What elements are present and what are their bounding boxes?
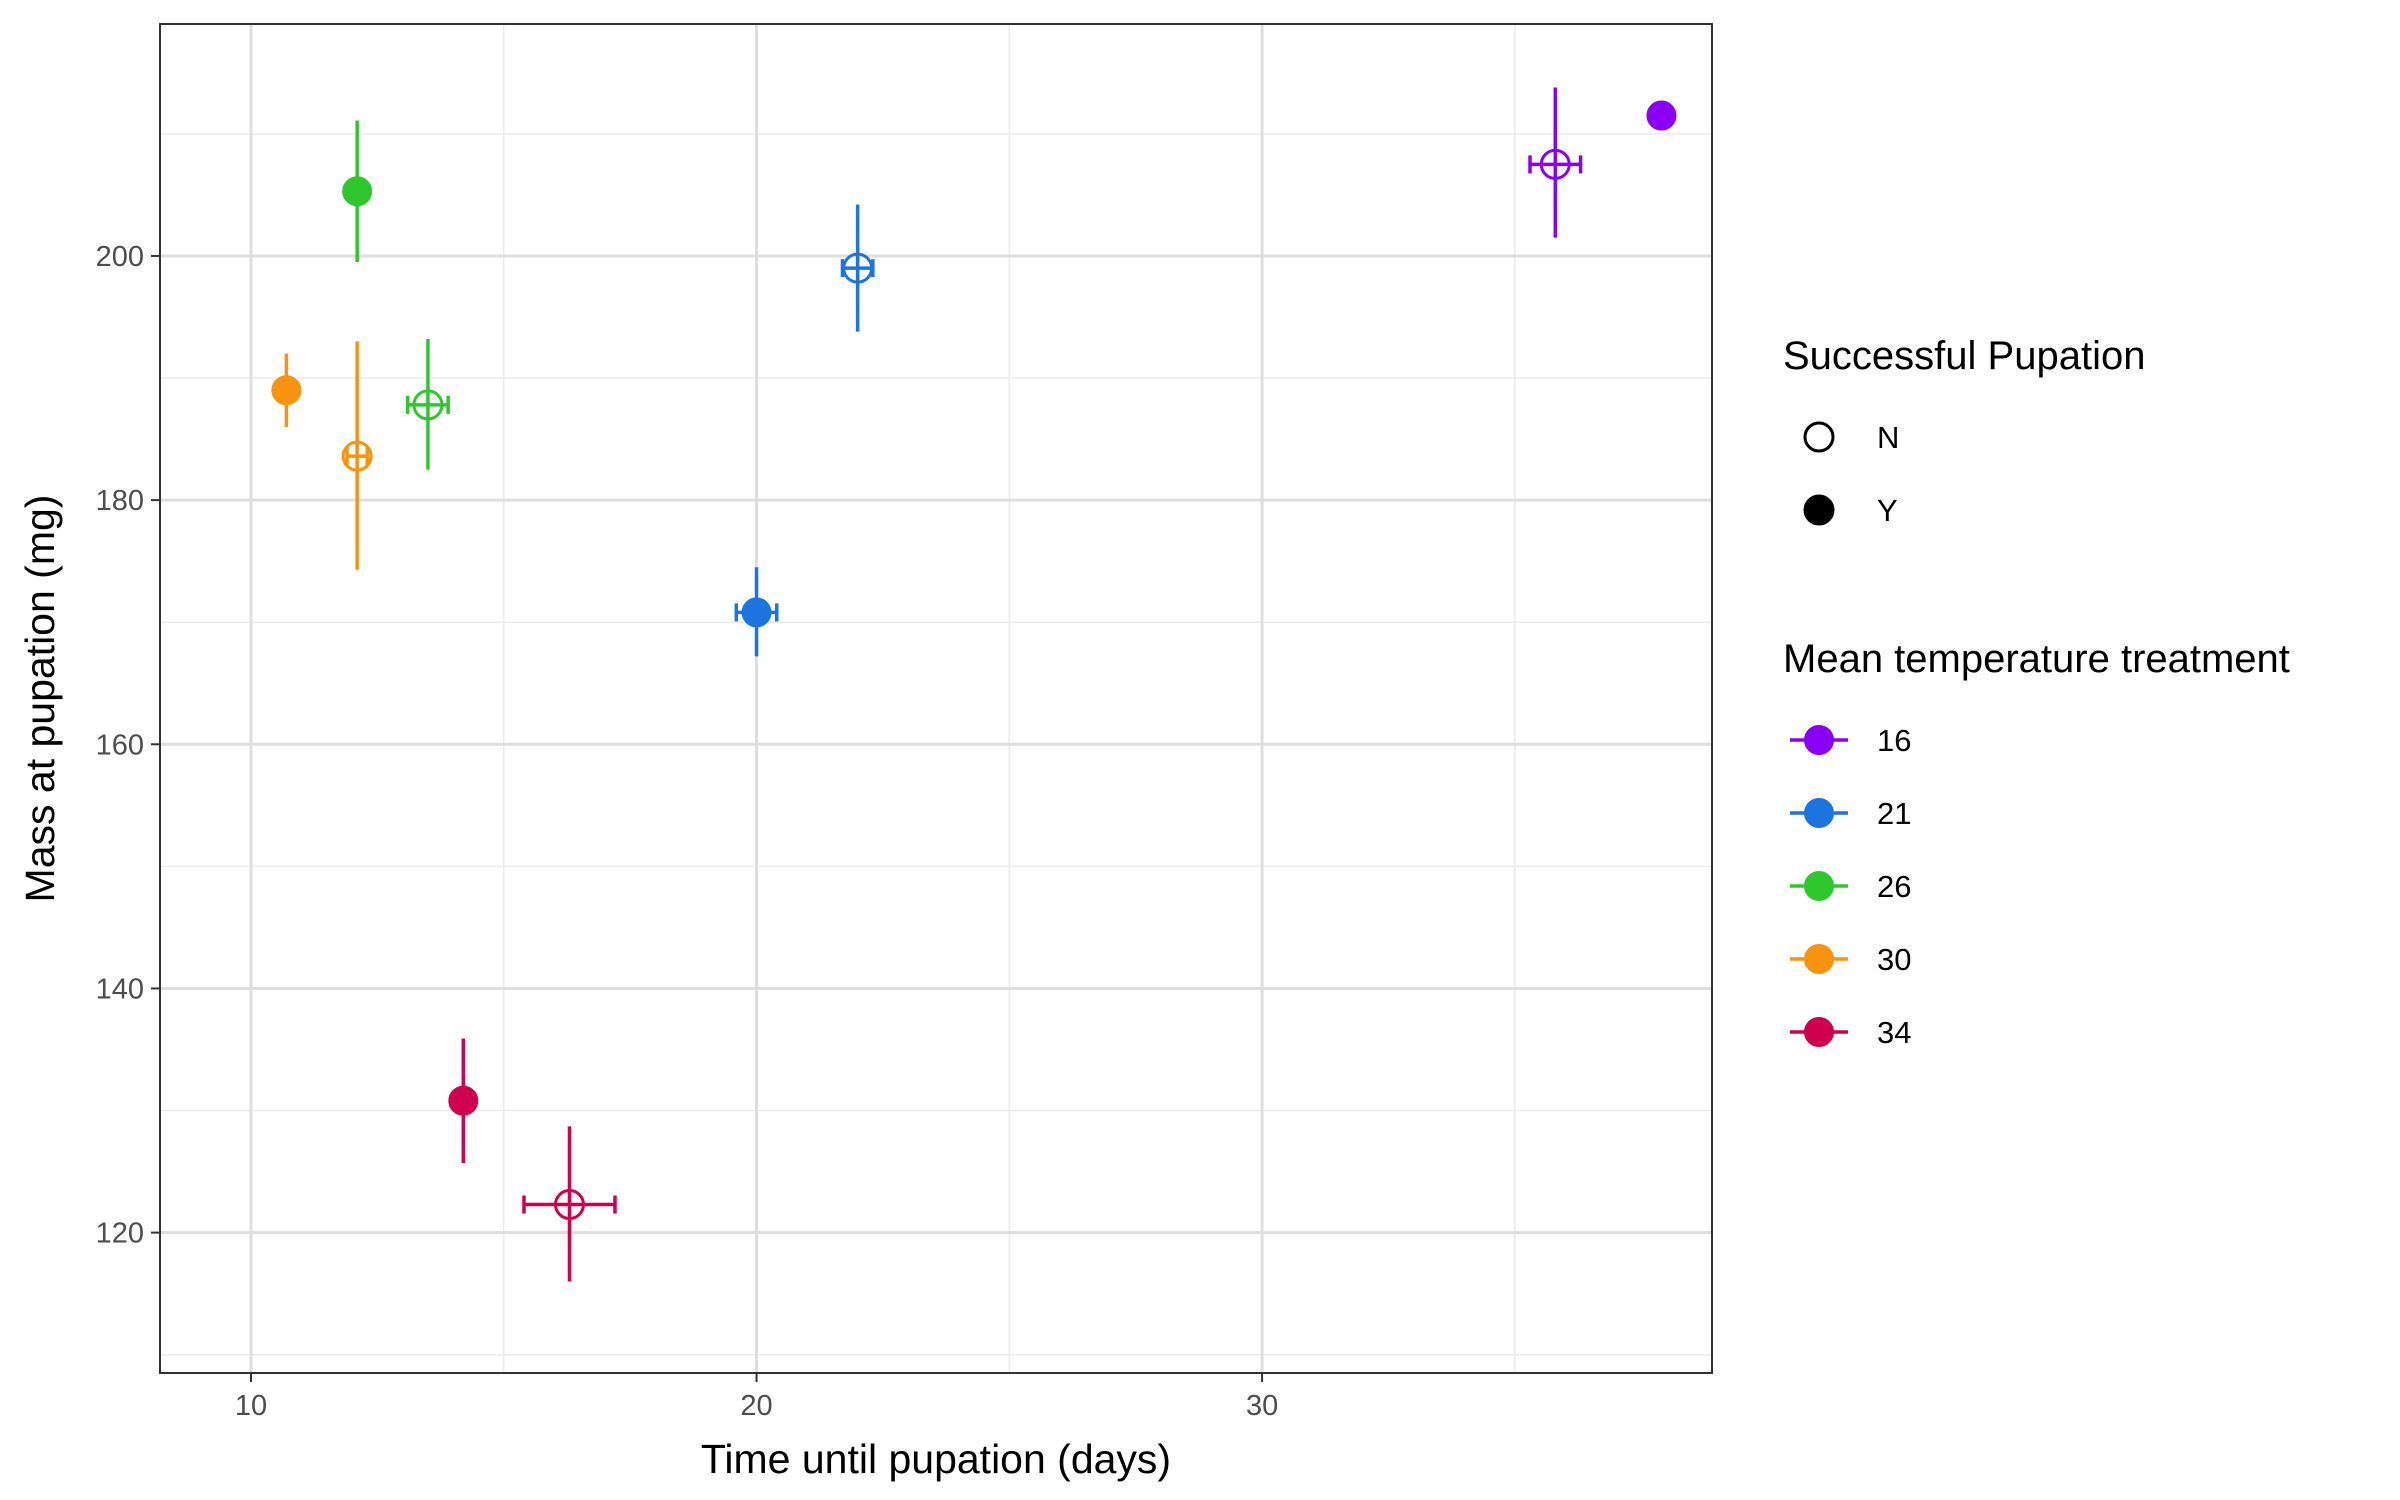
legend-key-swatch — [1804, 1017, 1834, 1047]
x-tick-label: 20 — [740, 1390, 772, 1422]
y-axis-title: Mass at pupation (mg) — [17, 495, 63, 903]
data-point-open — [1539, 148, 1571, 180]
legend-label: 16 — [1877, 723, 1911, 758]
legend-label: 21 — [1877, 796, 1911, 831]
legend-key-open-circle — [1803, 421, 1835, 453]
data-point-filled — [448, 1085, 479, 1116]
y-tick-label: 140 — [96, 973, 144, 1005]
data-point-filled — [271, 375, 302, 406]
legend-key-swatch — [1804, 798, 1834, 828]
legend-key-swatch — [1804, 871, 1834, 901]
legend-label: N — [1877, 420, 1899, 455]
grid — [160, 24, 1712, 1373]
x-tick-label: 10 — [235, 1390, 267, 1422]
x-tick-label: 30 — [1246, 1390, 1278, 1422]
legend-label: 30 — [1877, 942, 1911, 977]
legend-key-swatch — [1804, 944, 1834, 974]
legend-title: Mean temperature treatment — [1783, 637, 2290, 681]
y-tick-label: 200 — [96, 241, 144, 273]
y-tick-label: 120 — [96, 1218, 144, 1250]
axis-ticks: 10 20 30 120 140 160 180 200 — [96, 241, 1279, 1422]
data-points — [271, 100, 1677, 1221]
legend-title: Successful Pupation — [1783, 334, 2145, 378]
data-point-filled — [741, 597, 772, 628]
legend-label: 26 — [1877, 869, 1911, 904]
data-point-open — [842, 252, 874, 284]
data-point-open — [341, 440, 373, 472]
data-point-open — [412, 389, 444, 421]
data-point-filled — [1646, 100, 1677, 131]
legend-key-swatch — [1804, 725, 1834, 755]
legend-key-filled-circle — [1803, 494, 1835, 526]
legend-label: Y — [1877, 493, 1898, 528]
x-axis-title: Time until pupation (days) — [701, 1436, 1171, 1482]
data-point-open — [553, 1189, 585, 1221]
legend-mean-temperature: Mean temperature treatment 16 21 26 30 34 — [1783, 637, 2290, 1050]
data-point-filled — [342, 176, 373, 207]
error-bars — [284, 87, 1583, 1282]
y-tick-label: 180 — [96, 485, 144, 517]
legend-label: 34 — [1877, 1015, 1911, 1050]
plot-panel-border — [159, 23, 1713, 1374]
legend-successful-pupation: Successful Pupation N Y — [1783, 334, 2145, 528]
y-tick-label: 160 — [96, 729, 144, 761]
